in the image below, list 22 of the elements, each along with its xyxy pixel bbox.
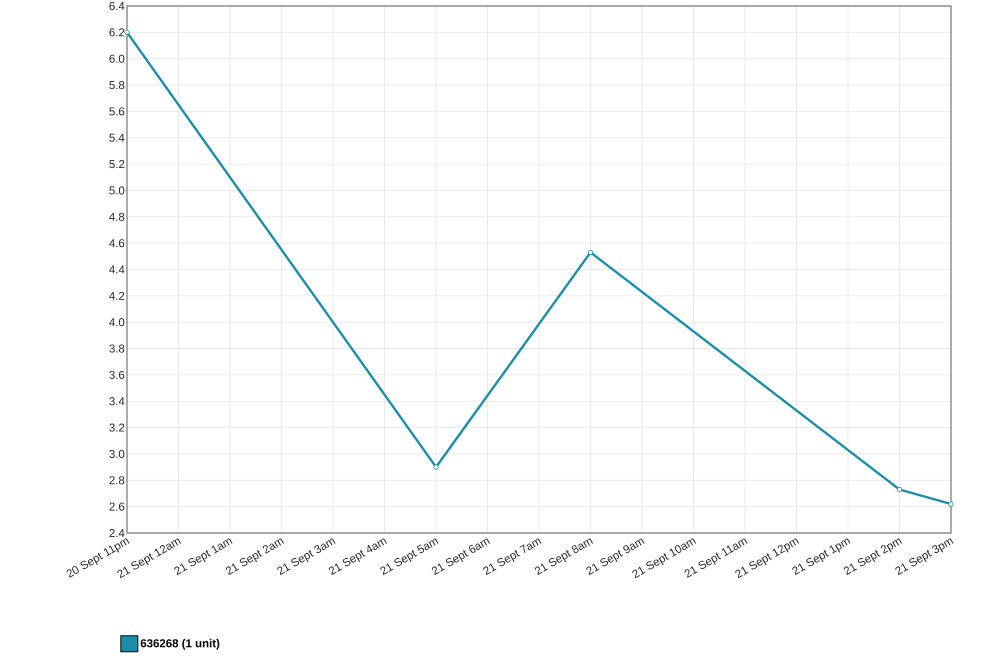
y-tick-label: 4.0 [109,318,124,326]
y-tick-label: 6.0 [109,54,124,63]
y-tick-label: 5.4 [109,134,124,142]
y-tick-label: 2.8 [109,476,124,484]
y-tick-label: 4.2 [109,292,124,300]
y-tick-label: 3.6 [109,370,124,379]
y-tick-label: 3.0 [109,450,124,458]
y-tick-label: 3.4 [109,397,124,406]
y-tick-label: 3.8 [109,344,124,353]
y-tick-label: 6.4 [109,2,124,10]
y-tick-label: 5.0 [109,186,124,194]
y-tick-label: 5.2 [109,160,124,168]
y-tick-label: 5.6 [109,107,124,116]
y-tick-label: 3.2 [109,424,124,432]
y-tick-label: 4.4 [109,266,124,274]
legend-label: 636268 (1 unit) [140,638,220,650]
y-tick-label: 6.2 [109,28,124,36]
y-tick-label: 2.6 [109,502,124,511]
y-tick-label: 4.8 [109,212,124,221]
y-tick-label: 5.8 [109,80,124,90]
y-tick-label: 4.6 [109,239,124,248]
y-tick-label: 2.4 [109,528,124,537]
